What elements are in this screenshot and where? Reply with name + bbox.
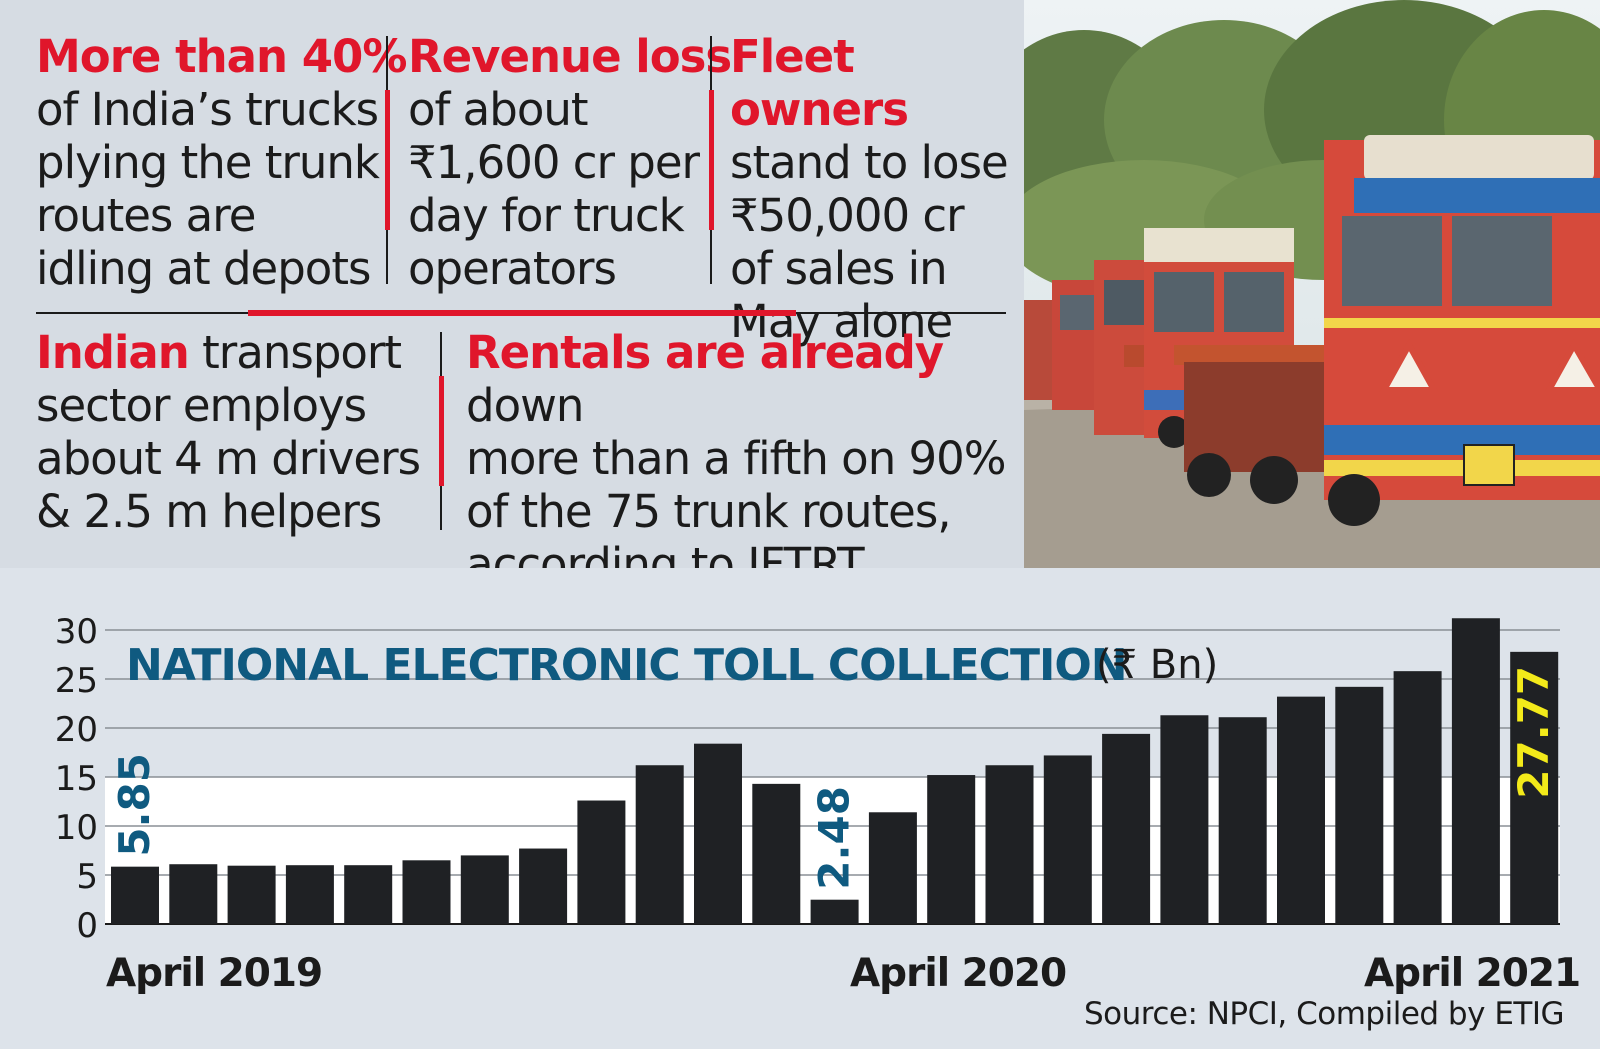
chart-title: NATIONAL ELECTRONIC TOLL COLLECTION: [126, 640, 1128, 691]
value-label: 27.77: [1509, 666, 1558, 799]
bar: [1218, 717, 1267, 924]
y-tick-label: 20: [55, 710, 98, 750]
bar: [460, 855, 509, 924]
value-label: 5.85: [110, 753, 159, 857]
stat-line: stand to lose: [730, 136, 1009, 189]
bar: [519, 848, 568, 924]
stat-line: plying the trunk: [36, 136, 380, 189]
y-tick-label: 10: [55, 808, 98, 848]
stat-trucks-highlight: More than 40%: [36, 30, 407, 83]
stat-fleet-owners: Fleet owners stand to lose ₹50,000 cr of…: [730, 30, 1024, 348]
stat-fleet-highlight: Fleet owners: [730, 30, 909, 136]
stat-rentals: Rentals are already down more than a fif…: [466, 326, 1024, 591]
stat-line: idling at depots: [36, 242, 371, 295]
bar: [1335, 686, 1384, 924]
bar: [344, 865, 393, 924]
value-label: 2.48: [810, 786, 859, 890]
bar: [1393, 671, 1442, 924]
column-divider-accent: [709, 90, 714, 230]
bar: [1043, 755, 1092, 924]
stat-line: & 2.5 m helpers: [36, 485, 382, 538]
stat-line: of sales in: [730, 242, 948, 295]
column-divider-accent: [385, 90, 390, 230]
bar: [1160, 715, 1209, 924]
y-tick-label: 15: [55, 759, 98, 799]
bar: [868, 812, 917, 924]
trucks-photo: [1024, 0, 1600, 568]
bar: [402, 860, 451, 924]
bar: [1102, 733, 1151, 924]
stat-rentals-highlight: Rentals are already: [466, 326, 944, 379]
stat-line: operators: [408, 242, 617, 295]
stat-line: about 4 m drivers: [36, 432, 421, 485]
bar: [1277, 696, 1325, 924]
x-label-april-2020: April 2020: [850, 951, 1067, 996]
stat-line: day for truck: [408, 189, 685, 242]
x-label-april-2021: April 2021: [1364, 951, 1581, 996]
y-tick-label: 30: [55, 612, 98, 652]
bar: [111, 866, 159, 924]
stat-line: of about: [408, 83, 589, 136]
toll-collection-chart: 0 5 10 15 20 25 30 5.85 2.48 27.77 NATIONAL ELEC…: [0, 568, 1600, 1049]
stat-transport-rest: transport: [188, 326, 402, 379]
stat-revenue-highlight: Revenue loss: [408, 30, 732, 83]
y-tick-label: 5: [76, 857, 98, 897]
stat-line: of the 75 trunk routes,: [466, 485, 952, 538]
column-divider-accent: [439, 376, 444, 486]
bar: [227, 865, 276, 924]
stats-panel: More than 40% of India’s trucks plying t…: [0, 0, 1024, 591]
bar: [810, 899, 859, 924]
x-label-april-2019: April 2019: [106, 951, 323, 996]
bar: [577, 800, 626, 924]
stat-line: ₹1,600 cr per: [408, 136, 700, 189]
chart-unit: (₹ Bn): [1096, 642, 1219, 688]
bar: [285, 865, 334, 924]
stat-transport-sector: Indian transport sector employs about 4 …: [36, 326, 421, 538]
stat-line: of India’s trucks: [36, 83, 379, 136]
stat-trucks-idling: More than 40% of India’s trucks plying t…: [36, 30, 407, 295]
y-tick-label: 0: [76, 906, 98, 946]
stat-line: sector employs: [36, 379, 367, 432]
bar: [752, 783, 801, 924]
stat-rentals-rest: down: [466, 379, 584, 432]
bar: [985, 765, 1034, 924]
y-tick-label: 25: [55, 661, 98, 701]
stat-line: ₹50,000 cr: [730, 189, 965, 242]
stat-transport-highlight: Indian: [36, 326, 190, 379]
row-divider-accent: [248, 310, 796, 316]
stat-line: May alone: [730, 295, 953, 348]
bar-chart-svg: 0 5 10 15 20 25 30 5.85 2.48 27.77: [55, 612, 1560, 946]
bar: [1510, 651, 1559, 924]
bar: [635, 765, 684, 924]
stat-revenue-loss: Revenue loss of about ₹1,600 cr per day …: [408, 30, 732, 295]
chart-source: Source: NPCI, Compiled by ETIG: [1083, 996, 1565, 1032]
bar: [694, 743, 742, 924]
stat-line: more than a fifth on 90%: [466, 432, 1007, 485]
trucks-photo-illustration: [1024, 0, 1600, 568]
bar: [169, 864, 218, 924]
bar: [927, 775, 976, 924]
bar: [1451, 618, 1500, 924]
stat-line: routes are: [36, 189, 256, 242]
